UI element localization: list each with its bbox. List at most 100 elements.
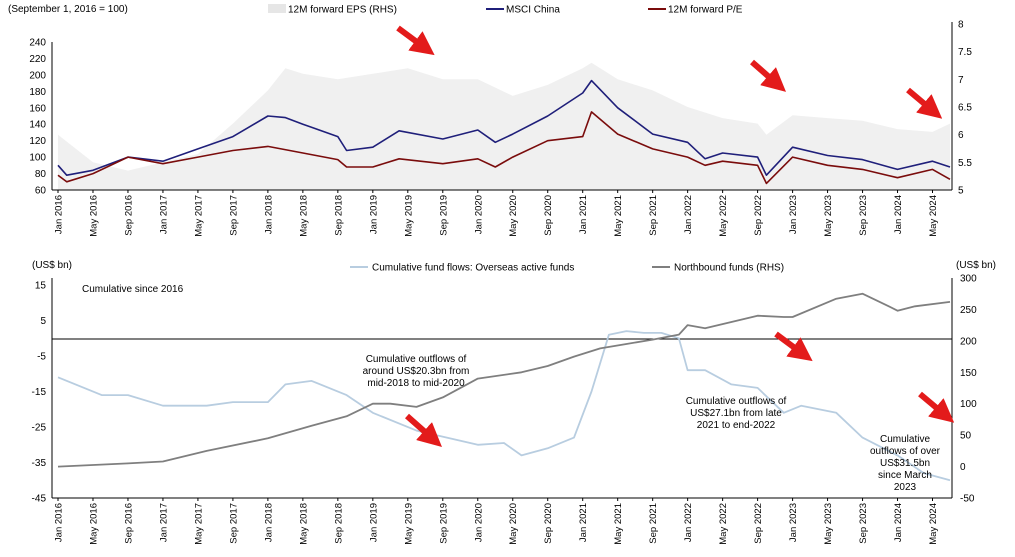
y-tick-left: 220: [29, 54, 46, 65]
x-tick-label: Sep 2020: [543, 503, 554, 544]
y-tick-left: -35: [32, 458, 47, 469]
legend-swatch: [268, 4, 286, 13]
x-tick-label: Sep 2017: [228, 503, 239, 544]
y-tick-left: 15: [35, 281, 47, 292]
red-arrow-icon: [906, 87, 943, 119]
y-tick-right: 7: [958, 75, 964, 86]
y-tick-right: 100: [960, 399, 977, 410]
annotation-text: Cumulative outflows of US$27.1bn from lat…: [686, 396, 787, 431]
line-12m-forward-p-e: [57, 111, 951, 185]
x-tick-label: May 2018: [298, 195, 309, 237]
x-tick-label: Sep 2023: [858, 195, 869, 236]
x-tick-label: May 2019: [403, 503, 414, 545]
x-tick-label: Jan 2016: [54, 195, 65, 234]
red-arrow-icon: [750, 59, 787, 92]
y-tick-left: 240: [29, 38, 46, 49]
y-tick-right: 250: [960, 305, 977, 316]
legend-label: Northbound funds (RHS): [674, 263, 784, 274]
x-tick-label: May 2019: [403, 195, 414, 237]
x-tick-label: Jan 2018: [263, 503, 274, 542]
y-tick-right: 7.5: [958, 47, 972, 58]
y-tick-left: 80: [35, 169, 47, 180]
x-tick-label: Jan 2023: [788, 503, 799, 542]
x-tick-label: Jan 2016: [54, 503, 65, 542]
y-tick-left: 60: [35, 186, 47, 197]
x-tick-label: Jan 2020: [473, 503, 484, 542]
y-tick-left: -15: [32, 387, 47, 398]
y-tick-left: -25: [32, 423, 47, 434]
legend-label: Cumulative fund flows: Overseas active f…: [372, 263, 574, 274]
x-tick-label: Sep 2022: [753, 503, 764, 544]
x-tick-label: Sep 2022: [753, 195, 764, 236]
x-tick-label: Sep 2018: [333, 503, 344, 544]
y-tick-left: -5: [37, 352, 46, 363]
y-tick-right: 50: [960, 431, 972, 442]
x-tick-label: Jan 2024: [893, 503, 904, 542]
x-tick-label: Sep 2016: [124, 503, 135, 544]
y-tick-right: 5: [958, 186, 964, 197]
x-tick-label: Sep 2016: [124, 195, 135, 236]
x-tick-label: Jan 2021: [578, 503, 589, 542]
x-tick-label: May 2021: [613, 503, 624, 545]
x-tick-label: Jan 2017: [158, 195, 169, 234]
line-cumulative-fund-flows-overseas-active-funds: [57, 330, 951, 482]
top-chart: (September 1, 2016 = 100) 60 80 100 120 140 1…: [8, 4, 972, 237]
x-tick-label: Sep 2021: [648, 503, 659, 544]
x-tick-label: May 2020: [508, 503, 519, 545]
legend-label: 12M forward P/E: [668, 5, 743, 16]
x-tick-label: May 2023: [823, 503, 834, 545]
red-arrow-icon: [774, 331, 813, 362]
line-msci-china: [57, 79, 951, 176]
y-tick-right: 8: [958, 20, 964, 31]
annotation-text: Cumulative outflows of over US$31.5bn since…: [870, 434, 941, 493]
bottom-left-unit-label: (US$ bn): [32, 260, 72, 271]
x-tick-label: Sep 2019: [438, 195, 449, 236]
x-tick-label: May 2024: [928, 503, 939, 545]
y-tick-right: 200: [960, 336, 977, 347]
y-tick-right: -50: [960, 494, 975, 505]
y-tick-left: -45: [32, 494, 47, 505]
y-tick-left: 180: [29, 87, 46, 98]
x-tick-label: Sep 2017: [228, 195, 239, 236]
x-tick-label: Jan 2019: [368, 503, 379, 542]
red-arrow-icon: [918, 391, 955, 423]
x-tick-label: May 2016: [89, 195, 100, 237]
top-subtitle: (September 1, 2016 = 100): [8, 4, 128, 15]
x-tick-label: May 2017: [193, 195, 204, 237]
x-tick-label: May 2022: [718, 195, 729, 237]
x-tick-label: Sep 2023: [858, 503, 869, 544]
y-tick-right: 5.5: [958, 158, 972, 169]
x-tick-label: Jan 2024: [893, 195, 904, 234]
y-tick-left: 100: [29, 153, 46, 164]
x-tick-label: Jan 2020: [473, 195, 484, 234]
y-tick-left: 140: [29, 120, 46, 131]
x-tick-label: Sep 2020: [543, 195, 554, 236]
y-tick-left: 200: [29, 70, 46, 81]
x-tick-label: Sep 2021: [648, 195, 659, 236]
y-tick-right: 6.5: [958, 103, 972, 114]
x-tick-label: May 2017: [193, 503, 204, 545]
x-tick-label: May 2016: [89, 503, 100, 545]
red-arrow-icon: [396, 25, 435, 56]
x-tick-label: Jan 2022: [683, 503, 694, 542]
x-tick-label: Jan 2018: [263, 195, 274, 234]
x-tick-label: Jan 2017: [158, 503, 169, 542]
x-tick-label: May 2024: [928, 195, 939, 237]
x-tick-label: May 2018: [298, 503, 309, 545]
area-12m-forward-eps-rhs: [58, 62, 950, 191]
legend-label: 12M forward EPS (RHS): [288, 5, 397, 16]
y-tick-right: 150: [960, 368, 977, 379]
bottom-chart: (US$ bn) (US$ bn) 15 5 -5 -15 -25 -35 -45 300 25…: [32, 260, 996, 545]
annotation-text: Cumulative outflows of around US$20.3bn f…: [363, 354, 470, 389]
legend-label: MSCI China: [506, 5, 560, 16]
x-tick-label: Jan 2019: [368, 195, 379, 234]
x-tick-label: Jan 2023: [788, 195, 799, 234]
x-tick-label: Jan 2021: [578, 195, 589, 234]
y-tick-left: 5: [40, 316, 46, 327]
annotation-text: Cumulative since 2016: [82, 284, 184, 295]
x-tick-label: Sep 2019: [438, 503, 449, 544]
x-tick-label: May 2021: [613, 195, 624, 237]
y-tick-right: 6: [958, 130, 964, 141]
